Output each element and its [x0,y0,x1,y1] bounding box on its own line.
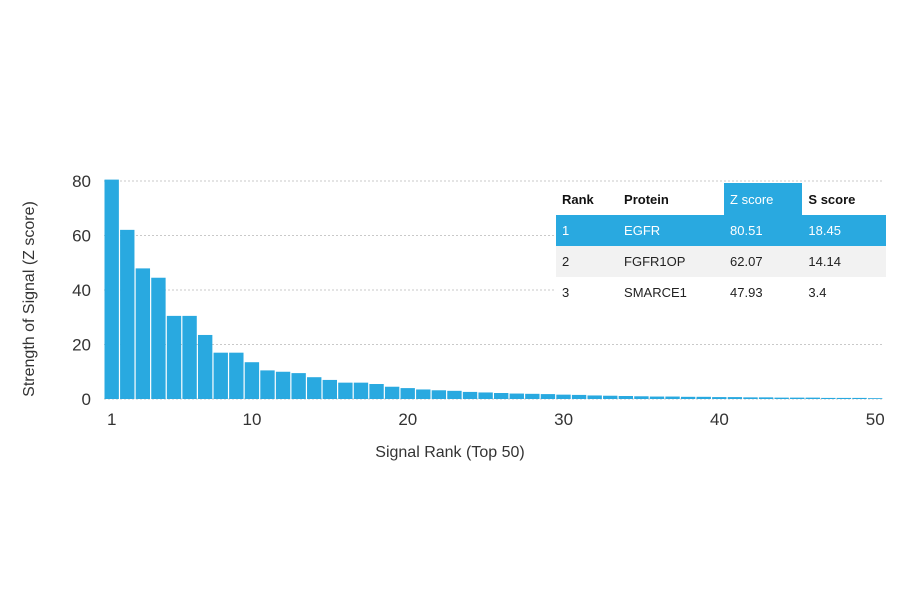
cell-protein: SMARCE1 [624,285,687,300]
bar [478,392,493,399]
bar [447,390,462,399]
bar [743,397,758,399]
bar [120,229,135,399]
bar [307,377,322,399]
top-proteins-table: Rank Protein Z score S score 1 EGFR 80.5… [556,183,886,308]
bar [151,277,166,399]
bar [540,394,556,399]
bar [836,397,852,399]
x-tick-label: 30 [554,410,573,429]
bar [618,396,634,399]
bar [649,396,665,399]
bar [587,395,602,399]
table-row: 2 FGFR1OP 62.07 14.14 [556,246,886,277]
cell-s-score: 18.45 [802,215,886,246]
bar [525,393,540,399]
x-tick-label: 40 [710,410,729,429]
bar [104,179,119,399]
bar [338,382,353,399]
cell-s-score: 3.4 [808,285,827,300]
bar [135,268,151,399]
bar [867,398,883,399]
bar [603,395,618,399]
bar [790,397,805,399]
x-tick-label: 1 [107,410,116,429]
bar [696,396,711,399]
bar [571,394,587,399]
bar [727,397,743,399]
bar [291,373,306,399]
bar [229,352,244,399]
bar [197,334,213,399]
bar [556,394,571,399]
cell-protein: FGFR1OP [618,246,725,277]
bar [494,393,509,399]
y-tick-label: 80 [72,172,91,191]
cell-protein: EGFR [618,215,725,246]
header-protein: Protein [624,191,669,207]
y-tick-labels: 0 20 40 60 80 [72,172,91,409]
bar [213,352,228,399]
bar [852,397,867,399]
bar [665,396,680,399]
cell-rank: 3 [562,285,570,300]
cell-z-score: 80.51 [724,215,803,246]
cell-rank: 1 [556,215,619,246]
table-header-row: Rank Protein Z score S score [556,183,886,215]
bar [384,386,400,399]
header-rank: Rank [562,191,594,207]
bar [416,389,431,399]
x-tick-label: 50 [866,410,885,429]
cell-rank: 2 [556,246,619,277]
bar [821,397,836,399]
bar [774,397,789,399]
x-axis-title: Signal Rank (Top 50) [375,444,524,461]
bar [369,384,384,399]
y-tick-label: 60 [72,227,91,246]
x-tick-labels: 1 10 20 30 40 50 [107,410,885,429]
bar [634,396,649,399]
cell-z-score: 47.93 [730,285,763,300]
header-z-score: Z score [724,183,803,215]
bar [680,396,696,399]
bar [509,393,524,399]
y-tick-label: 40 [72,281,91,300]
y-axis-title: Strength of Signal (Z score) [21,201,38,397]
bar [400,388,415,399]
bar [244,362,260,399]
bar [805,397,820,399]
y-tick-label: 0 [82,390,91,409]
bar [275,371,291,399]
bar [166,315,182,399]
bar [260,370,275,399]
table-row: 3 SMARCE1 47.93 3.4 [556,277,886,308]
bar [322,379,337,399]
bar [712,397,727,399]
x-tick-label: 20 [398,410,417,429]
cell-s-score: 14.14 [802,246,886,277]
bar [353,382,369,399]
bars [104,179,883,399]
bar [431,390,447,399]
bar [462,391,478,399]
x-tick-label: 10 [243,410,262,429]
table-row: 1 EGFR 80.51 18.45 [556,215,886,246]
y-tick-label: 20 [72,336,91,355]
bar [182,315,197,399]
bar [758,397,774,399]
cell-z-score: 62.07 [724,246,803,277]
header-s-score: S score [808,191,856,207]
